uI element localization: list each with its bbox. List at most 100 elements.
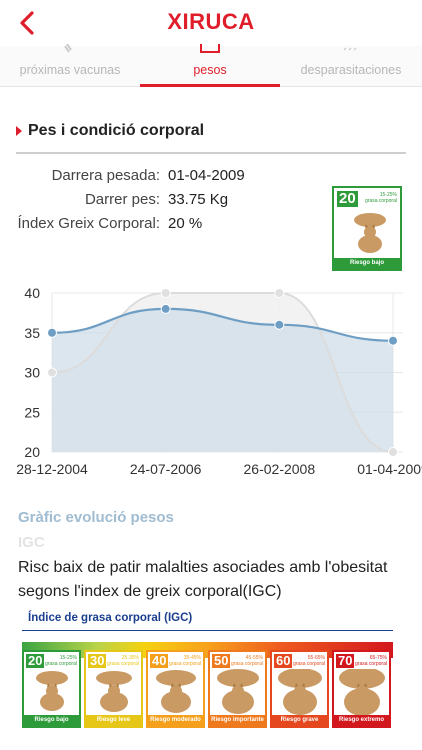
cat-icon xyxy=(217,669,259,714)
x-tick-label: 28-12-2004 xyxy=(16,461,88,477)
igc-cell-range-value: 45-55% xyxy=(245,655,263,661)
igc-cell-range: 45-55% grasa corporal xyxy=(231,655,263,667)
parasite-icon xyxy=(343,47,357,51)
igc-cell-footer: Riesgo leve xyxy=(86,715,141,726)
active-tab-indicator xyxy=(140,84,280,87)
data-point xyxy=(160,288,171,298)
data-point xyxy=(47,367,57,378)
data-point xyxy=(160,303,171,314)
data-point xyxy=(274,288,285,298)
tab-label: pesos xyxy=(193,63,227,77)
igc-cell-footer: Riesgo bajo xyxy=(24,715,79,726)
igc-cell-range: 25-35% grasa corporal xyxy=(107,655,139,667)
igc-cell-number: 30 xyxy=(88,653,107,668)
divider xyxy=(22,630,393,631)
bullet-arrow-icon xyxy=(16,126,22,136)
risk-description: Risc baix de patir malalties asociades a… xyxy=(18,559,388,600)
syringe-icon xyxy=(64,44,72,53)
igc-cell-number: 70 xyxy=(336,653,355,668)
info-last-weighing: Darrera pesada: 01-04-2009 xyxy=(0,167,330,187)
x-tick-label: 26-02-2008 xyxy=(244,461,316,477)
igc-cell-range-value: 25-35% xyxy=(121,655,139,661)
graph-title: Gràfic evolució pesos xyxy=(18,509,174,526)
igc-scale-title: Índice de grasa corporal (IGC) xyxy=(28,612,193,624)
tab-pesos[interactable]: pesos xyxy=(140,44,280,86)
info-last-weight: Darrer pes: 33.75 Kg xyxy=(0,191,330,211)
data-point xyxy=(47,327,57,338)
badge-range-sub: grasa corporal xyxy=(365,198,397,204)
y-tick-label: 35 xyxy=(24,325,40,341)
igc-cell: 50 45-55% grasa corporal Riesgo importante xyxy=(208,650,267,728)
section-title: Pes i condició corporal xyxy=(28,122,205,139)
app-header: XIRUCA xyxy=(0,0,422,46)
tab-label: desparasitaciones xyxy=(300,63,402,77)
igc-cell-range-sub: grasa corporal xyxy=(293,661,325,667)
igc-cell-range-value: 55-65% xyxy=(307,655,325,661)
info-label: Darrera pesada: xyxy=(51,167,160,184)
igc-cell-range-value: 35-45% xyxy=(183,655,201,661)
info-value: 01-04-2009 xyxy=(168,167,245,184)
x-tick-label: 24-07-2006 xyxy=(130,461,202,477)
igc-cell-range-sub: grasa corporal xyxy=(107,661,139,667)
igc-cell-number: 20 xyxy=(26,653,45,668)
series-line xyxy=(51,307,394,342)
igc-cell-range-sub: grasa corporal xyxy=(231,661,263,667)
info-fat-index: Índex Greix Corporal: 20 % xyxy=(0,215,330,235)
badge-footer: Riesgo bajo xyxy=(334,258,400,269)
y-tick-label: 40 xyxy=(24,285,40,301)
tab-bar: próximas vacunas pesos desparasitaciones xyxy=(0,44,422,87)
igc-cell-range: 15-25% grasa corporal xyxy=(45,655,77,667)
igc-cell-footer: Riesgo moderado xyxy=(148,715,203,726)
igc-cell-number: 60 xyxy=(274,653,293,668)
igc-label: IGC xyxy=(18,534,45,551)
igc-cell: 20 15-25% grasa corporal Riesgo bajo xyxy=(22,650,81,728)
data-point xyxy=(388,335,398,346)
info-value: 33.75 Kg xyxy=(168,191,229,208)
badge-range-value: 15-25% xyxy=(379,192,397,198)
data-point xyxy=(388,447,398,457)
info-label: Darrer pes: xyxy=(84,191,160,208)
igc-cell-range-sub: grasa corporal xyxy=(45,661,77,667)
igc-cell-range-value: 65-75% xyxy=(369,655,387,661)
cat-icon xyxy=(156,670,196,713)
igc-cell-number: 40 xyxy=(150,653,169,668)
igc-cell-footer: Riesgo importante xyxy=(210,715,265,726)
igc-cell-range-value: 15-25% xyxy=(59,655,77,661)
info-value: 20 % xyxy=(168,215,203,232)
cat-icon xyxy=(278,669,322,715)
tab-label: próximas vacunas xyxy=(19,63,121,77)
igc-cell-range: 65-75% grasa corporal xyxy=(355,655,387,667)
page-title: XIRUCA xyxy=(167,9,255,34)
igc-cell: 30 25-35% grasa corporal Riesgo leve xyxy=(84,650,143,728)
weight-chart: 20 25 30 35 40 28-12-2004 24-07-2006 26-02-2008… xyxy=(16,285,422,477)
cat-icon xyxy=(339,669,385,715)
series-line xyxy=(51,292,394,453)
cat-icon xyxy=(96,671,132,712)
section-header: Pes i condició corporal xyxy=(16,122,406,154)
igc-cell-number: 50 xyxy=(212,653,231,668)
igc-cell-range: 35-45% grasa corporal xyxy=(169,655,201,667)
tab-desparasitaciones[interactable]: desparasitaciones xyxy=(280,46,422,86)
info-label: Índex Greix Corporal: xyxy=(17,215,160,232)
igc-cell-range-sub: grasa corporal xyxy=(169,661,201,667)
back-button[interactable] xyxy=(10,6,44,40)
igc-cell: 70 65-75% grasa corporal Riesgo extremo xyxy=(332,650,391,728)
badge-number: 20 xyxy=(337,190,358,207)
igc-scale-image: Índice de grasa corporal (IGC) 20 15-25% g… xyxy=(22,610,393,735)
tab-proximas-vacunas[interactable]: próximas vacunas xyxy=(0,44,140,86)
y-tick-label: 30 xyxy=(24,365,40,381)
cat-icon xyxy=(36,671,68,711)
igc-cell: 60 55-65% grasa corporal Riesgo grave xyxy=(270,650,329,728)
scale-icon xyxy=(200,44,220,53)
igc-cell-footer: Riesgo grave xyxy=(272,715,327,726)
y-tick-label: 25 xyxy=(24,404,40,420)
igc-cell-range-sub: grasa corporal xyxy=(355,661,387,667)
series-area xyxy=(52,308,393,452)
data-point xyxy=(274,319,285,330)
chevron-left-icon xyxy=(20,11,34,35)
x-tick-label: 01-04-2009 xyxy=(357,461,422,477)
cat-icon xyxy=(354,213,386,253)
igc-cell: 40 35-45% grasa corporal Riesgo moderado xyxy=(146,650,205,728)
badge-range: 15-25% grasa corporal xyxy=(365,192,397,204)
igc-badge: 20 15-25% grasa corporal Riesgo bajo xyxy=(332,186,402,271)
